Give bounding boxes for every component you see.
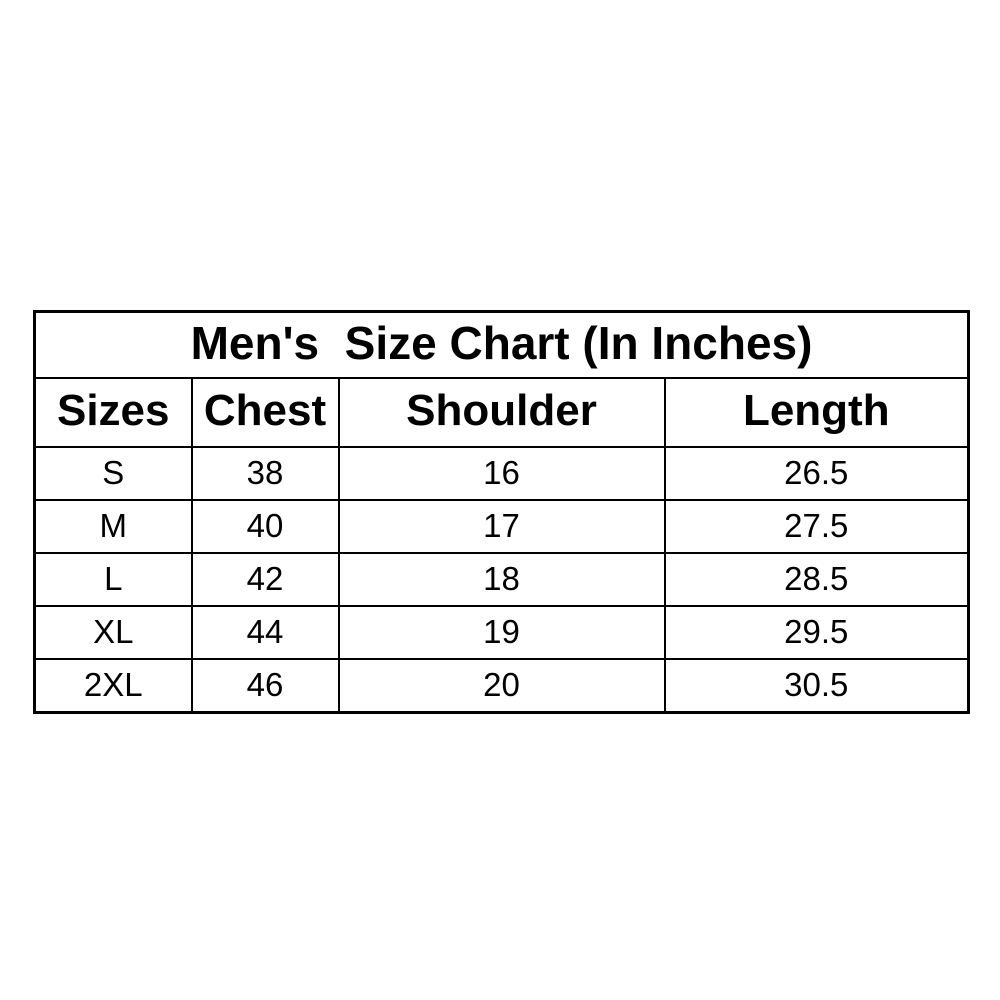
table-row-xl: XL 44 19 29.5	[33, 605, 970, 660]
size-cell: L	[33, 552, 193, 607]
shoulder-cell: 18	[337, 552, 666, 607]
size-cell: XL	[33, 605, 193, 660]
chart-title: Men's Size Chart (In Inches)	[33, 310, 970, 379]
shoulder-cell: 19	[337, 605, 666, 660]
size-cell: M	[33, 499, 193, 554]
column-header-sizes: Sizes	[33, 377, 193, 448]
chest-cell: 46	[190, 658, 340, 714]
size-cell: S	[33, 446, 193, 501]
column-header-chest: Chest	[190, 377, 340, 448]
shoulder-cell: 16	[337, 446, 666, 501]
column-header-shoulder: Shoulder	[337, 377, 666, 448]
length-cell: 30.5	[663, 658, 970, 714]
table-row-s: S 38 16 26.5	[33, 446, 970, 501]
chest-cell: 42	[190, 552, 340, 607]
length-cell: 29.5	[663, 605, 970, 660]
chest-cell: 38	[190, 446, 340, 501]
title-row: Men's Size Chart (In Inches)	[33, 310, 970, 379]
length-cell: 28.5	[663, 552, 970, 607]
header-row: Sizes Chest Shoulder Length	[33, 377, 970, 448]
chest-cell: 40	[190, 499, 340, 554]
size-cell: 2XL	[33, 658, 193, 714]
chest-cell: 44	[190, 605, 340, 660]
table-row-2xl: 2XL 46 20 30.5	[33, 658, 970, 714]
length-cell: 26.5	[663, 446, 970, 501]
size-chart-table: Men's Size Chart (In Inches) Sizes Chest…	[33, 310, 971, 714]
column-header-length: Length	[663, 377, 970, 448]
table-row-l: L 42 18 28.5	[33, 552, 970, 607]
shoulder-cell: 17	[337, 499, 666, 554]
length-cell: 27.5	[663, 499, 970, 554]
shoulder-cell: 20	[337, 658, 666, 714]
table-row-m: M 40 17 27.5	[33, 499, 970, 554]
